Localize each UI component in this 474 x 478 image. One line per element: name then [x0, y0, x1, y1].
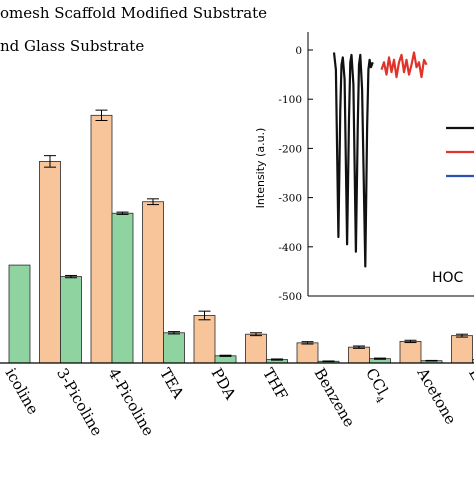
bar-scaffold	[194, 315, 215, 363]
x-tick-label: icoline	[2, 365, 43, 418]
x-tick-label: Ethanol	[465, 365, 474, 425]
inset-y-tick-label: -100	[278, 94, 302, 106]
inset-y-tick-label: -400	[278, 242, 302, 254]
x-tick-label: 3-Picoline	[53, 365, 106, 439]
inset-y-axis-label: Intensity (a.u.)	[254, 128, 267, 209]
legend-series-2: nd Glass Substrate	[0, 37, 144, 55]
bar-glass	[164, 333, 185, 363]
bar-glass	[9, 265, 30, 363]
bar-glass	[112, 213, 133, 363]
bar-scaffold	[91, 115, 112, 363]
x-tick-label: PDA	[208, 365, 240, 403]
inset-y-tick-label: 0	[295, 45, 302, 57]
inset-y-tick-label: -200	[278, 143, 302, 155]
bar-scaffold	[452, 336, 473, 363]
inset-y-tick-label: -300	[278, 193, 302, 205]
inset-y-tick-label: -500	[278, 291, 302, 303]
bar-scaffold	[349, 347, 370, 363]
x-tick-label: 4-Picoline	[105, 365, 158, 439]
bar-glass	[215, 356, 236, 363]
legend-series-1: omesh Scaffold Modified Substrate	[0, 4, 267, 22]
bar-glass	[61, 277, 82, 363]
x-tick-label: Acetone	[413, 364, 460, 427]
x-tick-label: TEA	[156, 365, 188, 402]
bar-scaffold	[297, 343, 318, 363]
bar-scaffold	[40, 161, 61, 363]
bar-scaffold	[246, 334, 267, 363]
inset-background	[266, 28, 474, 306]
bar-scaffold	[400, 341, 421, 363]
x-tick-label: THF	[259, 365, 291, 403]
x-tick-label: Benzene	[311, 365, 359, 430]
bar-scaffold	[143, 202, 164, 363]
inset-annotation: HOC	[432, 270, 464, 286]
x-tick-label: CCl4	[359, 365, 395, 406]
